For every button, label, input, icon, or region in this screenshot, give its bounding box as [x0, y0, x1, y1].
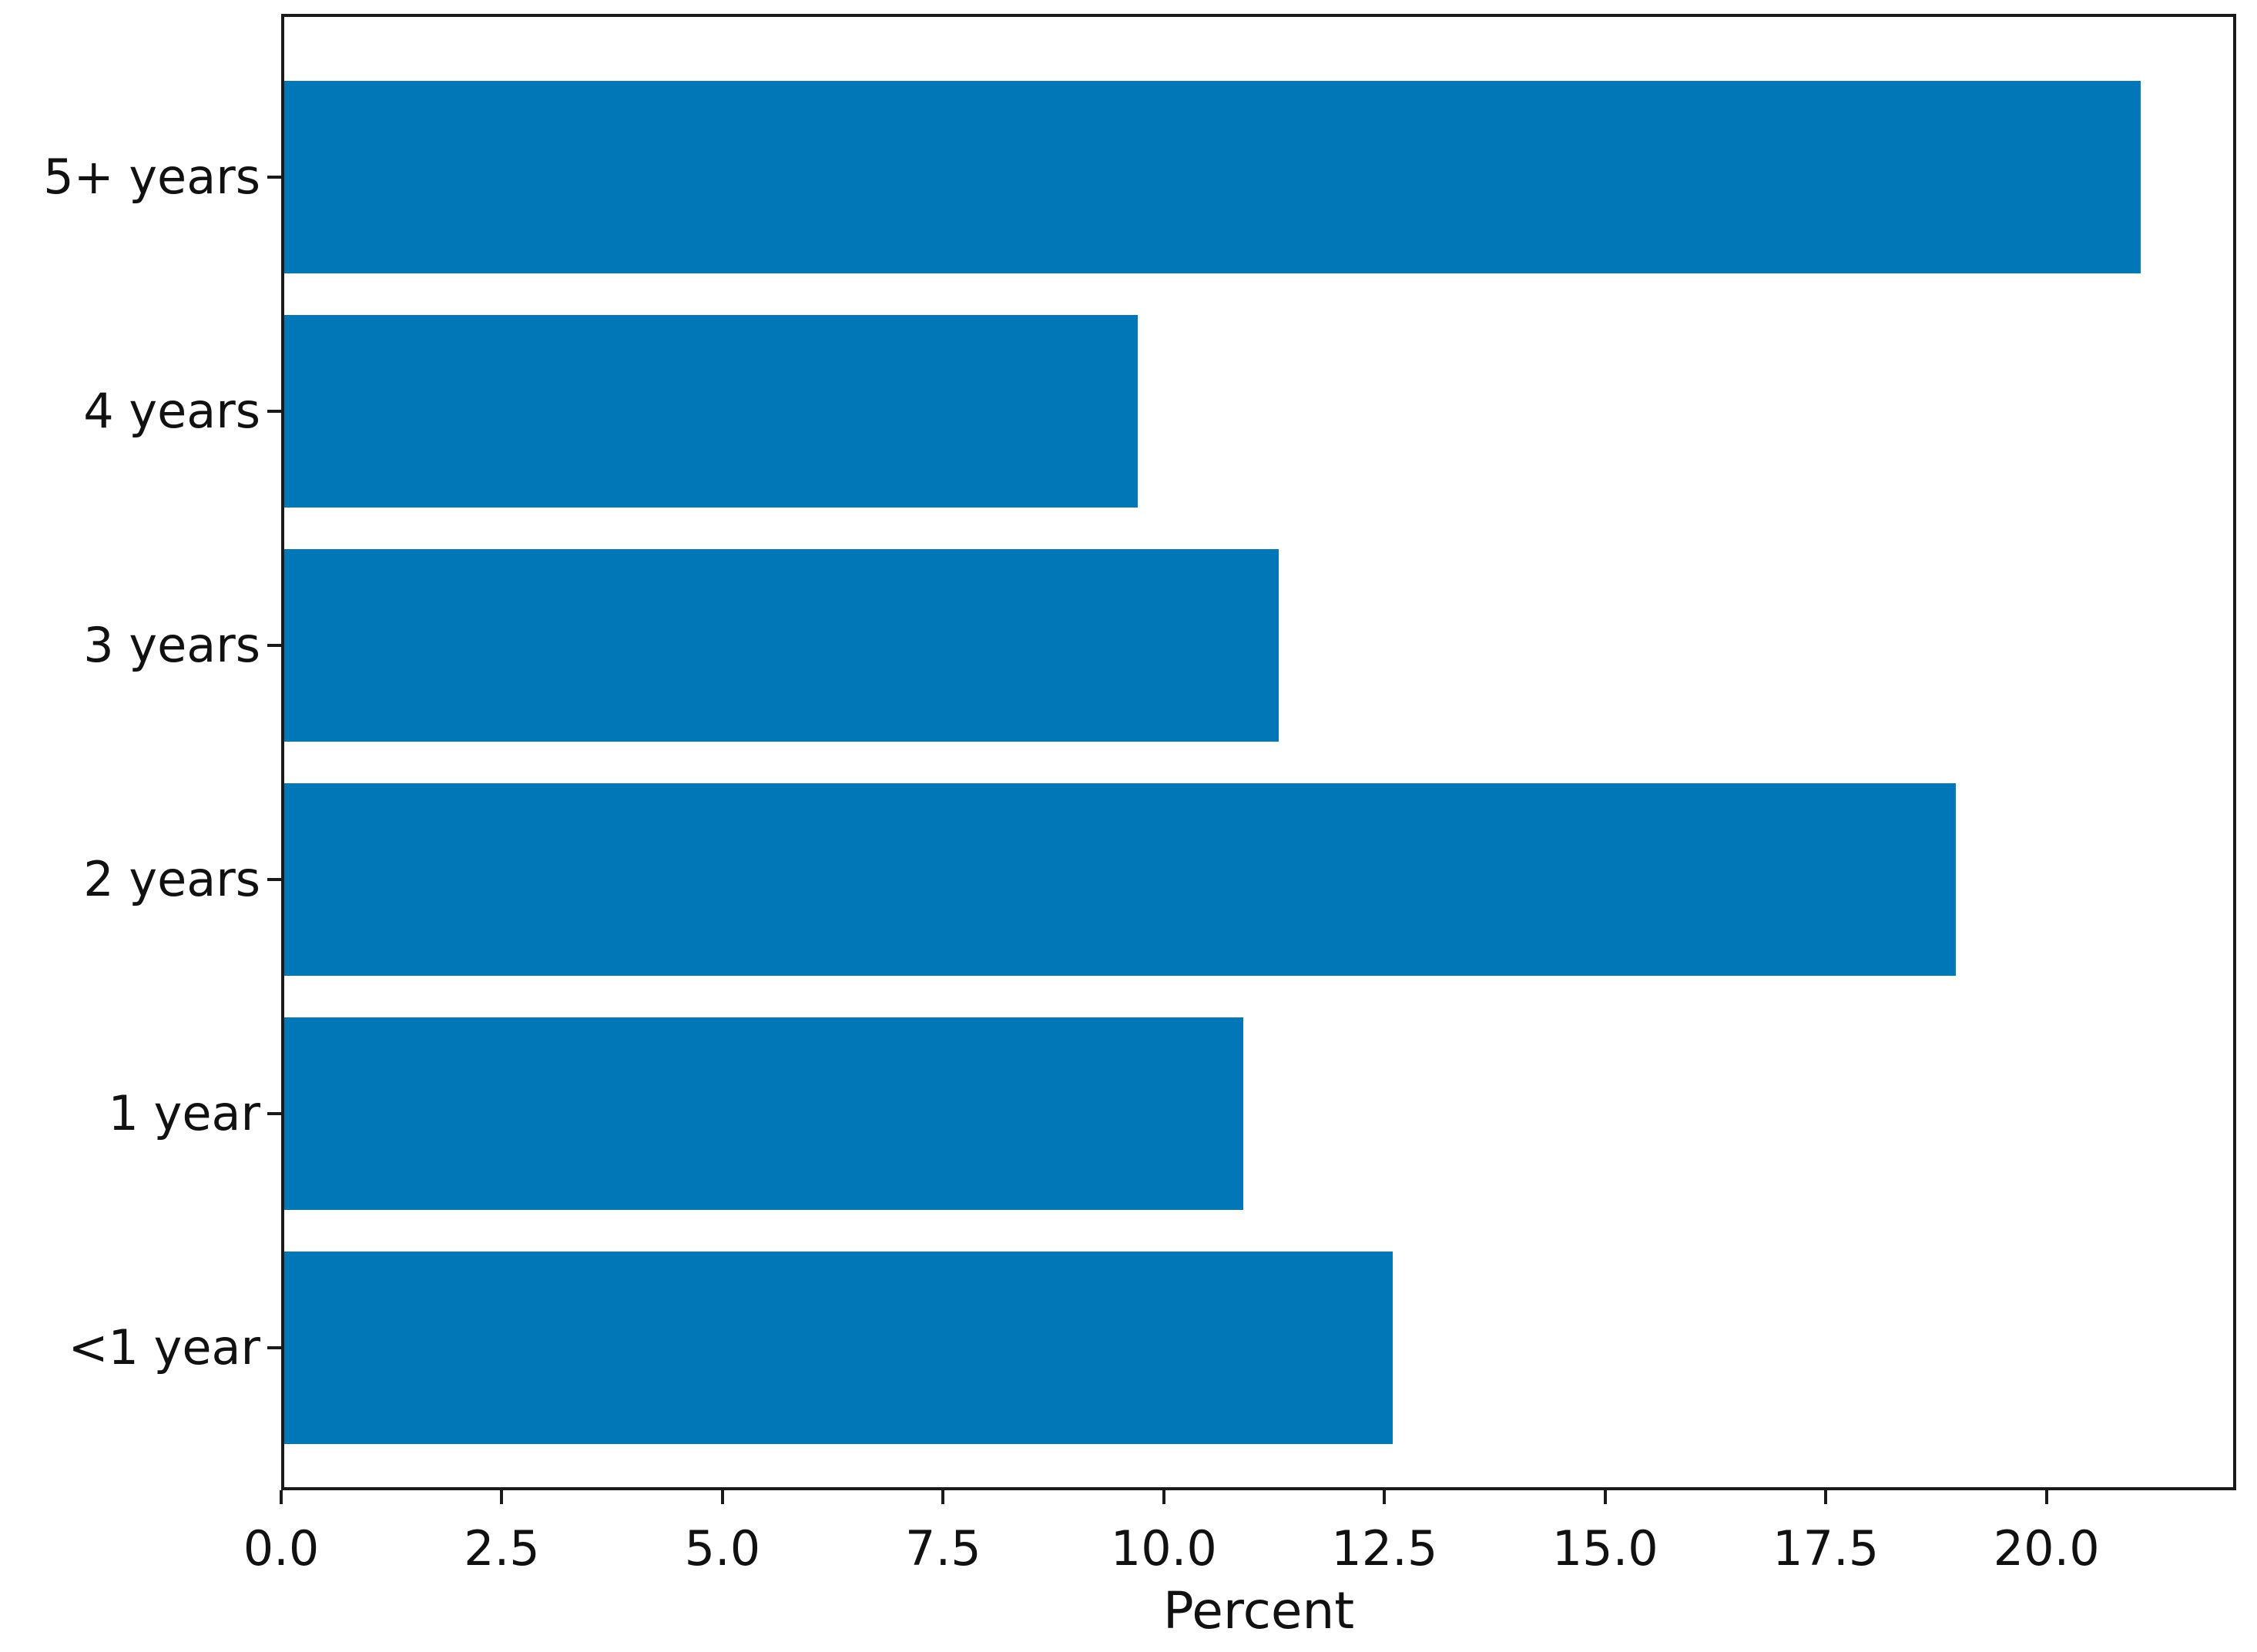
bar-5-years [284, 81, 2141, 273]
x-tick-label: 10.0 [1110, 1520, 1217, 1577]
x-tick-label: 7.5 [905, 1520, 981, 1577]
x-tick-label: 2.5 [464, 1520, 540, 1577]
bar-3-years [284, 549, 1279, 742]
bar-1-year [284, 1017, 1243, 1210]
x-tick-label: 0.0 [243, 1520, 320, 1577]
y-tick-label: 2 years [83, 851, 260, 907]
bar--1-year [284, 1252, 1393, 1444]
y-tick-label: <1 year [68, 1319, 260, 1376]
plot-area [281, 14, 2236, 1490]
x-tick-label: 5.0 [684, 1520, 761, 1577]
y-tick-mark [267, 1346, 281, 1349]
y-tick-mark [267, 878, 281, 881]
y-tick-label: 4 years [83, 383, 260, 439]
y-tick-mark [267, 410, 281, 413]
y-tick-label: 1 year [108, 1085, 260, 1141]
y-tick-label: 5+ years [43, 149, 260, 205]
y-tick-mark [267, 176, 281, 179]
y-tick-mark [267, 1112, 281, 1115]
x-tick-mark [2044, 1490, 2048, 1504]
bar-2-years [284, 783, 1957, 976]
y-tick-mark [267, 644, 281, 647]
x-tick-mark [1824, 1490, 1828, 1504]
x-tick-label: 20.0 [1993, 1520, 2100, 1577]
x-axis-label: Percent [1162, 1581, 1355, 1640]
x-tick-mark [1162, 1490, 1165, 1504]
x-tick-label: 17.5 [1772, 1520, 1880, 1577]
x-tick-mark [1383, 1490, 1387, 1504]
x-tick-mark [720, 1490, 724, 1504]
x-tick-mark [1603, 1490, 1607, 1504]
x-tick-label: 15.0 [1551, 1520, 1658, 1577]
x-tick-label: 12.5 [1331, 1520, 1438, 1577]
x-tick-mark [941, 1490, 945, 1504]
bar-4-years [284, 315, 1138, 508]
x-tick-mark [280, 1490, 283, 1504]
y-tick-label: 3 years [83, 617, 260, 673]
x-tick-mark [500, 1490, 504, 1504]
